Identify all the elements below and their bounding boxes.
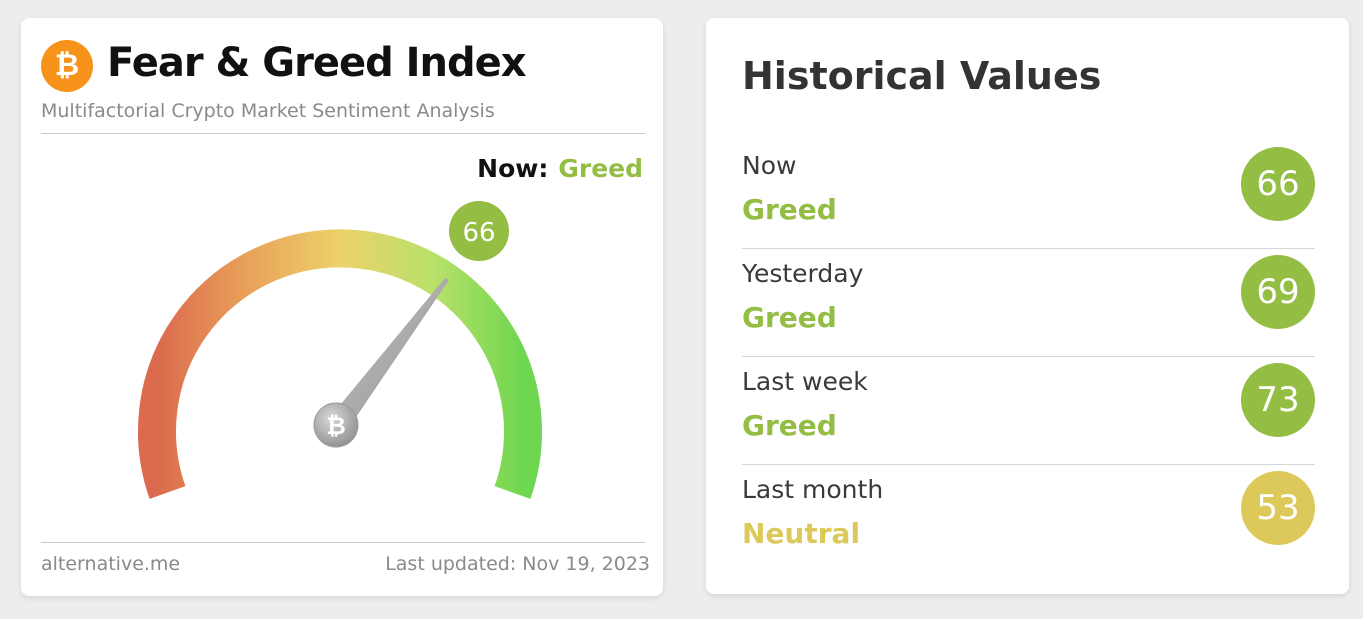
history-classification: Neutral — [742, 517, 861, 550]
history-period: Now — [742, 151, 797, 180]
history-row-yesterday: Yesterday Greed 69 — [742, 249, 1315, 357]
history-value-badge: 53 — [1241, 471, 1315, 545]
now-label: Now: — [477, 154, 549, 183]
top-divider — [41, 133, 645, 134]
history-period: Yesterday — [742, 259, 864, 288]
row-divider — [742, 248, 1315, 249]
gauge-value-bubble — [449, 201, 509, 261]
gauge-hub — [313, 402, 359, 448]
history-value-badge: 73 — [1241, 363, 1315, 437]
history-classification: Greed — [742, 301, 837, 334]
historical-values-card: Historical Values Now Greed 66 Yesterday… — [706, 18, 1349, 594]
bottom-divider — [41, 542, 645, 543]
now-sentiment: Now: Greed — [477, 154, 643, 183]
now-value: Greed — [558, 154, 643, 183]
history-value-badge: 66 — [1241, 147, 1315, 221]
bitcoin-logo-icon: ₿ — [41, 40, 93, 92]
fear-greed-subtitle: Multifactorial Crypto Market Sentiment A… — [41, 100, 495, 122]
row-divider — [742, 356, 1315, 357]
history-period: Last month — [742, 475, 884, 504]
row-divider — [742, 464, 1315, 465]
gauge-hub-bitcoin-icon: ₿ — [326, 412, 346, 440]
history-classification: Greed — [742, 193, 837, 226]
history-value-badge: 69 — [1241, 255, 1315, 329]
gauge-value: 66 — [462, 218, 495, 248]
history-row-last-week: Last week Greed 73 — [742, 357, 1315, 465]
fear-greed-title: Fear & Greed Index — [107, 40, 527, 86]
historical-title: Historical Values — [742, 54, 1102, 98]
gauge-arc — [138, 229, 542, 499]
last-updated: Last updated: Nov 19, 2023 — [385, 553, 650, 575]
history-classification: Greed — [742, 409, 837, 442]
fear-greed-card: ₿ Fear & Greed Index Multifactorial Cryp… — [21, 18, 663, 596]
history-row-last-month: Last month Neutral 53 — [742, 465, 1315, 573]
history-row-now: Now Greed 66 — [742, 141, 1315, 249]
history-period: Last week — [742, 367, 868, 396]
gauge: ₿ 66 — [138, 201, 542, 499]
source-link[interactable]: alternative.me — [41, 553, 181, 575]
gauge-needle — [331, 278, 449, 426]
